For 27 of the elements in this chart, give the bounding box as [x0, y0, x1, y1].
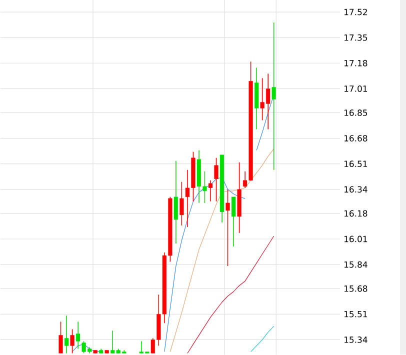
candlestick [174, 160, 178, 244]
y-tick-label: 16.01 [344, 236, 368, 242]
y-tick-label: 15.68 [344, 286, 368, 292]
y-tick-label: 15.51 [344, 311, 368, 318]
line-series [187, 236, 274, 354]
y-tick-label: 16.34 [344, 186, 368, 193]
candlestick [231, 196, 236, 248]
candlestick [76, 321, 80, 350]
y-tick-label: 15.84 [344, 261, 368, 268]
y-tick-label: 15.34 [344, 336, 368, 344]
y-tick-label: 17.01 [344, 86, 368, 92]
candlestick [70, 328, 74, 354]
candlestick [180, 182, 184, 226]
candlestick [58, 321, 63, 354]
line-series [250, 326, 274, 352]
y-tick-label: 17.52 [344, 8, 367, 16]
candlestick [208, 180, 213, 202]
y-tick-label: 17.18 [344, 60, 368, 66]
y-tick-label: 16.68 [344, 135, 368, 142]
y-tick-label: 16.51 [344, 160, 368, 168]
candlestick [226, 189, 230, 267]
y-tick-label: 16.18 [344, 210, 368, 217]
candlestick [214, 158, 218, 202]
y-tick-label: 16.85 [344, 110, 368, 116]
candlestick [64, 315, 69, 354]
candlestick [272, 22, 276, 170]
y-tick-label: 17.35 [344, 34, 368, 41]
